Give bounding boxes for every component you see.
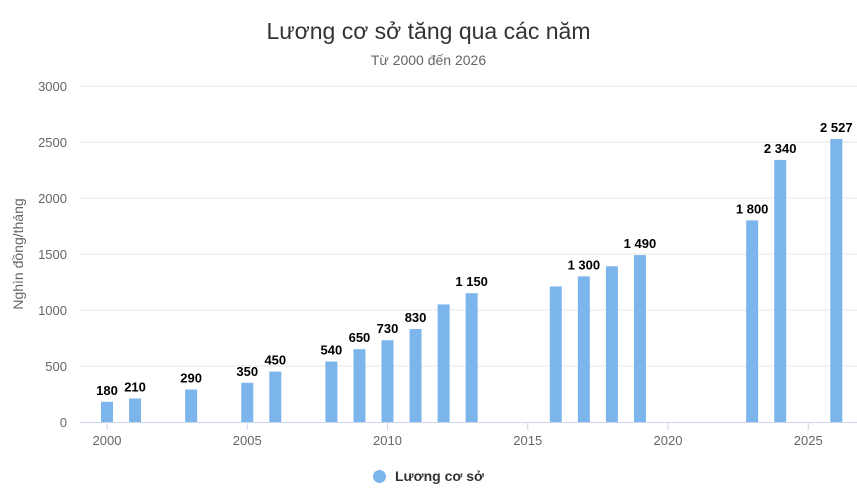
data-label: 210 (124, 379, 146, 394)
chart-title: Lương cơ sở tăng qua các năm (266, 18, 591, 44)
bar (465, 293, 478, 422)
bar (269, 371, 282, 422)
bar (185, 389, 198, 422)
data-label: 730 (377, 321, 399, 336)
y-tick-label: 1500 (38, 247, 67, 262)
x-tick-label: 2015 (513, 433, 542, 448)
data-label: 180 (96, 383, 118, 398)
x-tick-label: 2025 (794, 433, 823, 448)
bar (830, 138, 843, 422)
data-label: 290 (180, 371, 202, 386)
data-label: 2 340 (764, 141, 797, 156)
x-tick-label: 2010 (373, 433, 402, 448)
bar (409, 329, 422, 422)
legend-label: Lương cơ sở (394, 468, 484, 484)
legend-marker-icon (372, 470, 386, 483)
chart-legend[interactable]: Lương cơ sở (0, 468, 857, 484)
data-label: 1 800 (736, 201, 769, 216)
data-label: 540 (321, 343, 343, 358)
x-tick-label: 2000 (93, 433, 122, 448)
data-label: 650 (349, 330, 371, 345)
axes: 0 500 1000 1500 2000 2500 3000 2000 2005 2010 2015… (10, 79, 857, 448)
data-label: 350 (236, 364, 258, 379)
y-tick-label: 1000 (38, 303, 67, 318)
chart-subtitle: Từ 2000 đến 2026 (370, 52, 487, 68)
bar (241, 382, 254, 422)
data-label: 1 490 (624, 236, 657, 251)
bar (129, 398, 142, 422)
bar (746, 220, 759, 422)
bar (353, 349, 366, 422)
bar (381, 340, 394, 422)
bar (605, 266, 618, 422)
data-labels: 180 210 290 350 450 540 650 730 830 1 150 1 300 1 4… (96, 120, 852, 398)
y-tick-label: 2500 (38, 135, 67, 150)
y-tick-label: 0 (60, 415, 67, 430)
data-label: 830 (405, 310, 427, 325)
y-tick-label: 500 (45, 359, 67, 374)
data-label: 1 300 (568, 257, 601, 272)
bars (101, 138, 843, 423)
bar (101, 401, 113, 422)
bar (325, 361, 338, 422)
x-tick-label: 2020 (654, 433, 683, 448)
y-tick-label: 2000 (38, 191, 67, 206)
data-label: 450 (264, 353, 286, 368)
data-label: 2 527 (820, 120, 853, 135)
bar (633, 255, 646, 422)
x-tick-label: 2005 (233, 433, 262, 448)
bar (577, 276, 590, 422)
bar (549, 286, 562, 422)
bar (437, 304, 450, 422)
y-axis-title: Nghìn đồng/tháng (10, 198, 26, 309)
data-label: 1 150 (455, 274, 488, 289)
bar (774, 159, 787, 423)
y-tick-label: 3000 (38, 79, 67, 94)
